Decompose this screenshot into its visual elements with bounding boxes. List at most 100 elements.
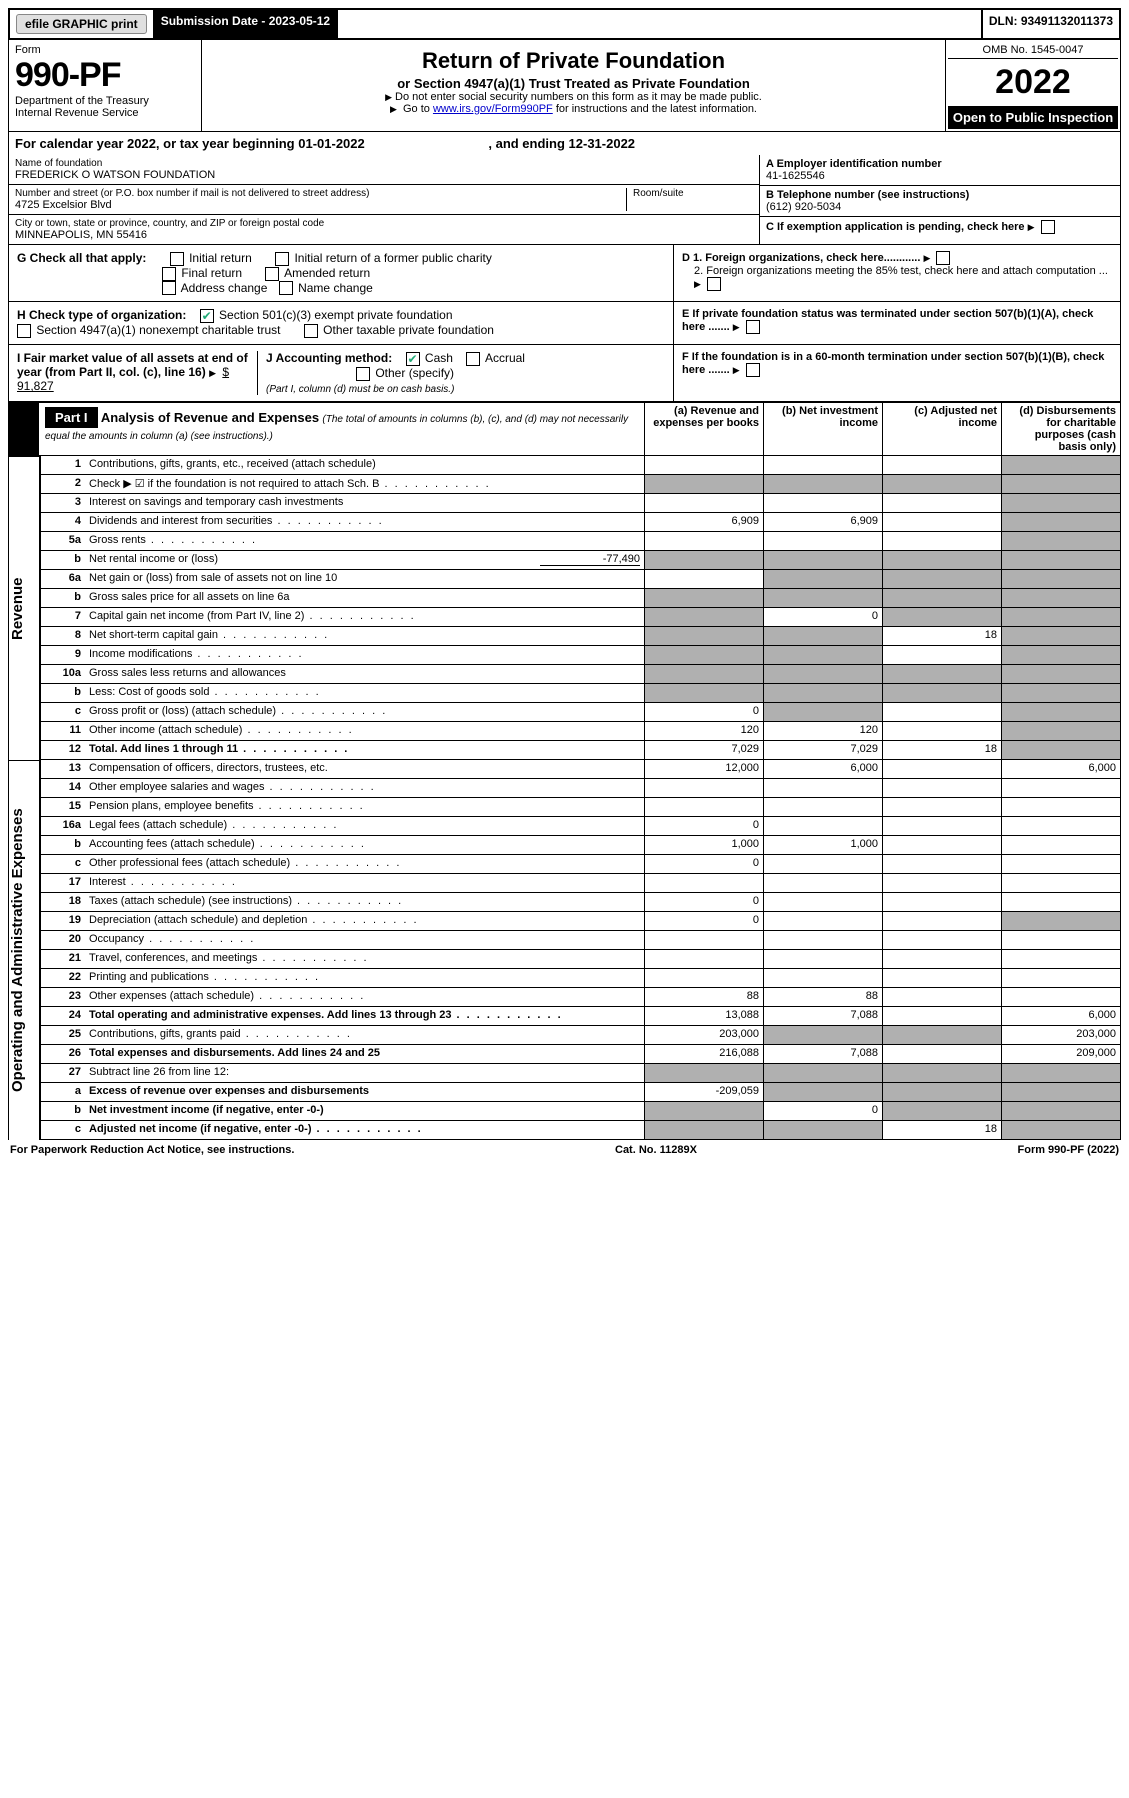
- j-accrual-checkbox[interactable]: [466, 352, 480, 366]
- h-501c3-checkbox[interactable]: [200, 309, 214, 323]
- line-row: cOther professional fees (attach schedul…: [40, 855, 1121, 874]
- line-label: Gross rents: [85, 532, 644, 550]
- h-other-checkbox[interactable]: [304, 324, 318, 338]
- footer-right: Form 990-PF (2022): [1018, 1144, 1119, 1156]
- f-checkbox[interactable]: [746, 363, 760, 377]
- amt-b: [763, 817, 882, 835]
- arrow-icon: [694, 278, 704, 290]
- g-opt5: Name change: [298, 281, 373, 295]
- col-d-head: (d) Disbursements for charitable purpose…: [1001, 403, 1120, 455]
- amt-a: [644, 551, 763, 569]
- line-label: Contributions, gifts, grants paid: [85, 1026, 644, 1044]
- amt-d: [1001, 703, 1120, 721]
- phone-label: B Telephone number (see instructions): [766, 189, 1114, 201]
- amt-a: [644, 798, 763, 816]
- amt-c: [882, 456, 1001, 474]
- j-cash-checkbox[interactable]: [406, 352, 420, 366]
- g-initial-checkbox[interactable]: [170, 252, 184, 266]
- arrow-icon: [733, 364, 743, 376]
- revenue-section: Revenue 1Contributions, gifts, grants, e…: [8, 456, 1121, 760]
- amt-a: [644, 532, 763, 550]
- line-label: Subtract line 26 from line 12:: [85, 1064, 644, 1082]
- name-label: Name of foundation: [15, 158, 753, 169]
- amt-d: [1001, 513, 1120, 531]
- line-row: 19Depreciation (attach schedule) and dep…: [40, 912, 1121, 931]
- j-note: (Part I, column (d) must be on cash basi…: [266, 384, 454, 395]
- line-label: Taxes (attach schedule) (see instruction…: [85, 893, 644, 911]
- amt-d: [1001, 1121, 1120, 1139]
- g-name-checkbox[interactable]: [279, 281, 293, 295]
- city: MINNEAPOLIS, MN 55416: [15, 229, 753, 241]
- amt-a: 12,000: [644, 760, 763, 778]
- amt-c: [882, 836, 1001, 854]
- line-label: Net short-term capital gain: [85, 627, 644, 645]
- amt-d: 203,000: [1001, 1026, 1120, 1044]
- line-label: Total. Add lines 1 through 11: [85, 741, 644, 759]
- line-label: Pension plans, employee benefits: [85, 798, 644, 816]
- line-row: 22Printing and publications: [40, 969, 1121, 988]
- line-label: Gross sales price for all assets on line…: [85, 589, 644, 607]
- g-opt3: Amended return: [284, 266, 370, 280]
- efile-button[interactable]: efile GRAPHIC print: [16, 14, 147, 34]
- line-num: c: [41, 855, 85, 873]
- amt-b: [763, 703, 882, 721]
- amt-c: [882, 475, 1001, 493]
- amt-c: [882, 1102, 1001, 1120]
- line-row: bNet investment income (if negative, ent…: [40, 1102, 1121, 1121]
- g-amended-checkbox[interactable]: [265, 267, 279, 281]
- g-address-checkbox[interactable]: [162, 281, 176, 295]
- line-num: 5a: [41, 532, 85, 550]
- room-label: Room/suite: [633, 188, 753, 199]
- amt-d: [1001, 779, 1120, 797]
- g-final-checkbox[interactable]: [162, 267, 176, 281]
- h-4947-checkbox[interactable]: [17, 324, 31, 338]
- amt-b: [763, 665, 882, 683]
- j-other-checkbox[interactable]: [356, 367, 370, 381]
- line-label: Total operating and administrative expen…: [85, 1007, 644, 1025]
- amt-a: 120: [644, 722, 763, 740]
- d2-checkbox[interactable]: [707, 277, 721, 291]
- amt-a: [644, 1064, 763, 1082]
- amt-a: 6,909: [644, 513, 763, 531]
- form-title: Return of Private Foundation: [206, 48, 941, 74]
- line-num: 13: [41, 760, 85, 778]
- line-label: Compensation of officers, directors, tru…: [85, 760, 644, 778]
- line-row: aExcess of revenue over expenses and dis…: [40, 1083, 1121, 1102]
- amt-a: [644, 589, 763, 607]
- amt-a: [644, 608, 763, 626]
- amt-a: 0: [644, 817, 763, 835]
- e-checkbox[interactable]: [746, 320, 760, 334]
- amt-c: [882, 874, 1001, 892]
- amt-c: [882, 646, 1001, 664]
- h-opt1: Section 501(c)(3) exempt private foundat…: [219, 308, 452, 322]
- amt-a: [644, 931, 763, 949]
- amt-a: [644, 874, 763, 892]
- amt-d: [1001, 1064, 1120, 1082]
- amt-d: [1001, 551, 1120, 569]
- line-row: 18Taxes (attach schedule) (see instructi…: [40, 893, 1121, 912]
- c-checkbox[interactable]: [1041, 220, 1055, 234]
- checks-row-ij: I Fair market value of all assets at end…: [8, 345, 1121, 402]
- d2-label: 2. Foreign organizations meeting the 85%…: [694, 265, 1108, 277]
- amt-c: 18: [882, 627, 1001, 645]
- g-section: G Check all that apply: Initial return I…: [9, 245, 673, 301]
- amt-b: [763, 969, 882, 987]
- instructions-link[interactable]: www.irs.gov/Form990PF: [433, 103, 553, 115]
- line-label: Other employee salaries and wages: [85, 779, 644, 797]
- line-row: 9Income modifications: [40, 646, 1121, 665]
- g-initial-former-checkbox[interactable]: [275, 252, 289, 266]
- amt-a: 0: [644, 855, 763, 873]
- amt-d: [1001, 798, 1120, 816]
- amt-b: 6,000: [763, 760, 882, 778]
- g-opt4: Address change: [181, 281, 268, 295]
- line-row: 16aLegal fees (attach schedule)0: [40, 817, 1121, 836]
- d1-checkbox[interactable]: [936, 251, 950, 265]
- amt-b: [763, 456, 882, 474]
- addr-label: Number and street (or P.O. box number if…: [15, 188, 626, 199]
- amt-b: [763, 874, 882, 892]
- part1-title-cell: Part I Analysis of Revenue and Expenses …: [39, 403, 644, 455]
- amt-b: 7,088: [763, 1007, 882, 1025]
- line-num: 1: [41, 456, 85, 474]
- line-label: Legal fees (attach schedule): [85, 817, 644, 835]
- amt-a: [644, 779, 763, 797]
